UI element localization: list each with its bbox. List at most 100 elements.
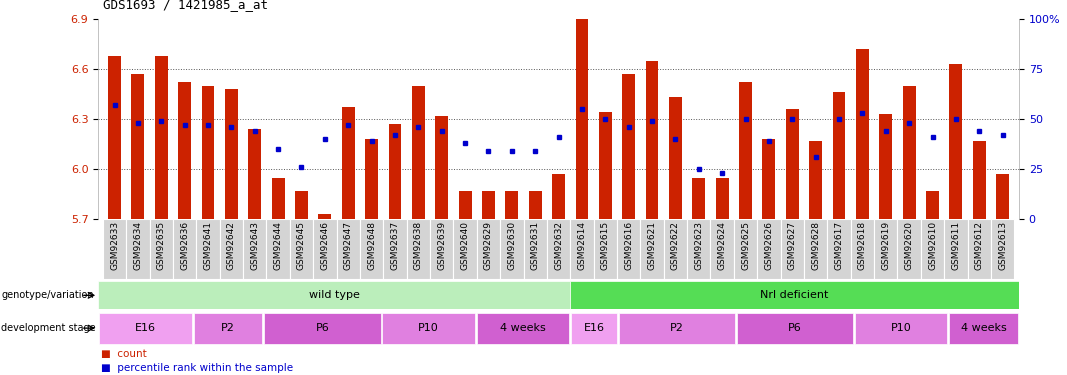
Bar bbox=[155, 56, 168, 219]
Bar bbox=[249, 129, 261, 219]
Bar bbox=[108, 56, 121, 219]
Bar bbox=[360, 219, 383, 279]
Bar bbox=[500, 219, 524, 279]
Bar bbox=[897, 219, 921, 279]
Bar bbox=[430, 219, 453, 279]
Bar bbox=[196, 219, 220, 279]
Bar bbox=[267, 219, 290, 279]
Bar bbox=[850, 219, 874, 279]
Bar bbox=[973, 141, 986, 219]
Bar bbox=[781, 219, 803, 279]
Bar bbox=[758, 219, 781, 279]
Bar bbox=[482, 191, 495, 219]
Text: wild type: wild type bbox=[308, 290, 360, 300]
Text: GSM92645: GSM92645 bbox=[297, 221, 306, 270]
Bar bbox=[879, 114, 892, 219]
Bar bbox=[173, 219, 196, 279]
Bar bbox=[832, 92, 845, 219]
Text: GSM92617: GSM92617 bbox=[834, 221, 844, 270]
Text: Nrl deficient: Nrl deficient bbox=[761, 290, 829, 300]
Text: GSM92621: GSM92621 bbox=[648, 221, 656, 270]
Bar bbox=[383, 219, 407, 279]
Text: GSM92637: GSM92637 bbox=[391, 221, 399, 270]
Text: P6: P6 bbox=[316, 323, 330, 333]
Bar bbox=[716, 178, 729, 219]
Bar bbox=[272, 178, 285, 219]
Bar bbox=[827, 219, 850, 279]
Bar bbox=[265, 313, 381, 344]
Text: E16: E16 bbox=[134, 323, 156, 333]
Bar bbox=[178, 82, 191, 219]
Bar bbox=[622, 74, 635, 219]
Bar bbox=[855, 313, 947, 344]
Text: GSM92610: GSM92610 bbox=[928, 221, 937, 270]
Bar bbox=[803, 219, 827, 279]
Bar bbox=[524, 219, 547, 279]
Bar bbox=[926, 191, 939, 219]
Bar bbox=[944, 219, 968, 279]
Bar bbox=[412, 86, 425, 219]
Text: GSM92613: GSM92613 bbox=[998, 221, 1007, 270]
Bar bbox=[459, 191, 472, 219]
Bar bbox=[763, 139, 776, 219]
Text: GSM92641: GSM92641 bbox=[204, 221, 212, 270]
Bar bbox=[991, 219, 1015, 279]
Bar bbox=[619, 313, 735, 344]
Text: GSM92629: GSM92629 bbox=[484, 221, 493, 270]
Bar bbox=[921, 219, 944, 279]
Bar bbox=[126, 219, 149, 279]
Text: 4 weeks: 4 weeks bbox=[500, 323, 546, 333]
Bar bbox=[809, 141, 822, 219]
Bar bbox=[617, 219, 640, 279]
Text: GSM92624: GSM92624 bbox=[718, 221, 727, 270]
Text: GSM92615: GSM92615 bbox=[601, 221, 610, 270]
Bar bbox=[529, 191, 542, 219]
Bar bbox=[453, 219, 477, 279]
Bar bbox=[99, 313, 192, 344]
Bar bbox=[968, 219, 991, 279]
Bar bbox=[202, 86, 214, 219]
Bar bbox=[874, 219, 897, 279]
Text: GSM92622: GSM92622 bbox=[671, 221, 680, 270]
Text: P2: P2 bbox=[221, 323, 235, 333]
Bar bbox=[734, 219, 758, 279]
Text: GSM92620: GSM92620 bbox=[905, 221, 913, 270]
Bar bbox=[571, 313, 617, 344]
Bar bbox=[552, 174, 566, 219]
Bar bbox=[997, 174, 1009, 219]
Bar bbox=[687, 219, 711, 279]
Bar bbox=[435, 116, 448, 219]
Bar bbox=[711, 219, 734, 279]
Bar bbox=[950, 64, 962, 219]
Text: GSM92619: GSM92619 bbox=[881, 221, 890, 270]
Text: GSM92634: GSM92634 bbox=[133, 221, 142, 270]
Bar bbox=[225, 89, 238, 219]
Text: GSM92614: GSM92614 bbox=[577, 221, 587, 270]
Bar bbox=[149, 219, 173, 279]
Bar bbox=[571, 281, 1019, 309]
Text: GSM92648: GSM92648 bbox=[367, 221, 376, 270]
Text: GSM92646: GSM92646 bbox=[320, 221, 330, 270]
Bar bbox=[547, 219, 570, 279]
Bar bbox=[407, 219, 430, 279]
Text: GSM92643: GSM92643 bbox=[251, 221, 259, 270]
Text: GSM92642: GSM92642 bbox=[227, 221, 236, 270]
Text: P6: P6 bbox=[787, 323, 801, 333]
Bar bbox=[336, 219, 360, 279]
Text: GSM92618: GSM92618 bbox=[858, 221, 866, 270]
Text: GSM92627: GSM92627 bbox=[787, 221, 797, 270]
Text: GSM92633: GSM92633 bbox=[110, 221, 120, 270]
Bar bbox=[736, 313, 853, 344]
Text: GSM92638: GSM92638 bbox=[414, 221, 423, 270]
Text: GSM92630: GSM92630 bbox=[507, 221, 516, 270]
Text: GSM92632: GSM92632 bbox=[554, 221, 563, 270]
Text: GSM92636: GSM92636 bbox=[180, 221, 189, 270]
Bar bbox=[314, 219, 336, 279]
Bar bbox=[692, 178, 705, 219]
Text: GSM92647: GSM92647 bbox=[344, 221, 353, 270]
Text: GSM92625: GSM92625 bbox=[742, 221, 750, 270]
Text: GSM92640: GSM92640 bbox=[461, 221, 469, 270]
Text: ■  percentile rank within the sample: ■ percentile rank within the sample bbox=[101, 363, 293, 373]
Text: GDS1693 / 1421985_a_at: GDS1693 / 1421985_a_at bbox=[103, 0, 269, 11]
Bar bbox=[593, 219, 617, 279]
